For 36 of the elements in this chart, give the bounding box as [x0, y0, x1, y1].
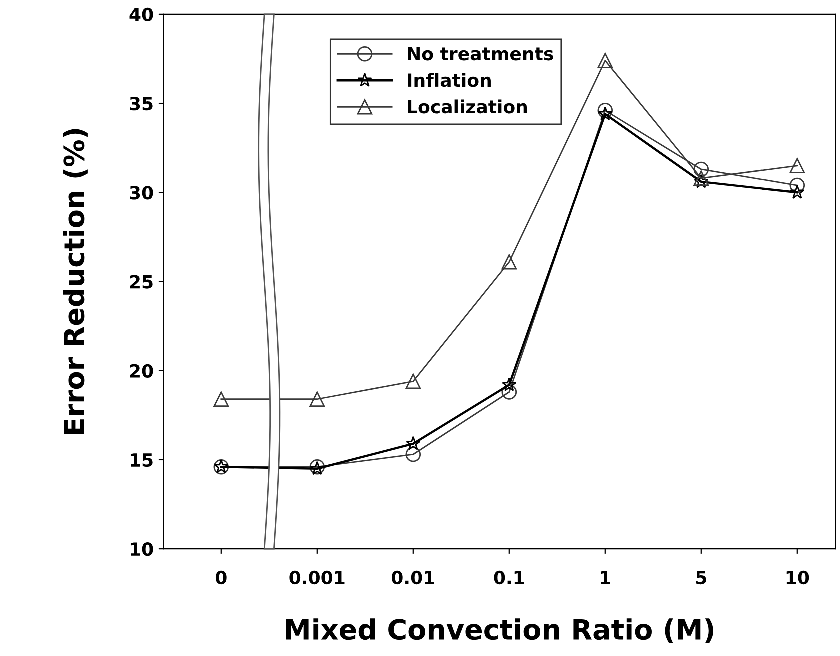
y-tick-label: 40 — [130, 8, 154, 22]
y-tick-label: 15 — [130, 454, 153, 468]
legend-label: No treatments — [408, 47, 554, 61]
point — [406, 446, 422, 462]
point — [502, 254, 518, 270]
point — [694, 170, 710, 186]
y-tick-label: 35 — [130, 97, 153, 111]
x-axis-title: Mixed Convection Ratio (M) — [286, 618, 714, 644]
point — [502, 377, 517, 392]
point — [598, 103, 614, 118]
y-axis-title: Error Reduction (%) — [63, 129, 88, 434]
point — [406, 374, 422, 390]
legend-label: Inflation — [408, 73, 491, 88]
y-tick-label: 20 — [130, 364, 154, 378]
legend-label: Localization — [408, 100, 528, 114]
y-tick-label: 10 — [130, 542, 154, 556]
point — [694, 162, 710, 178]
point — [598, 106, 613, 121]
point — [790, 178, 806, 194]
x-tick-label: 0.001 — [290, 570, 345, 585]
point — [790, 158, 806, 174]
x-tick-label: 0.1 — [494, 570, 524, 585]
point — [790, 185, 805, 199]
point — [310, 392, 326, 408]
point — [406, 436, 421, 450]
point — [694, 174, 709, 188]
x-tick-label: 0 — [216, 570, 227, 585]
point — [598, 53, 614, 68]
x-tick-label: 1 — [601, 571, 610, 584]
point — [214, 392, 230, 408]
x-tick-label: 5 — [696, 571, 706, 585]
x-tick-label: 0.01 — [392, 570, 434, 585]
y-tick-label: 30 — [130, 186, 154, 200]
y-tick-label: 25 — [130, 275, 153, 289]
x-tick-label: 10 — [786, 570, 810, 585]
point — [502, 384, 518, 400]
